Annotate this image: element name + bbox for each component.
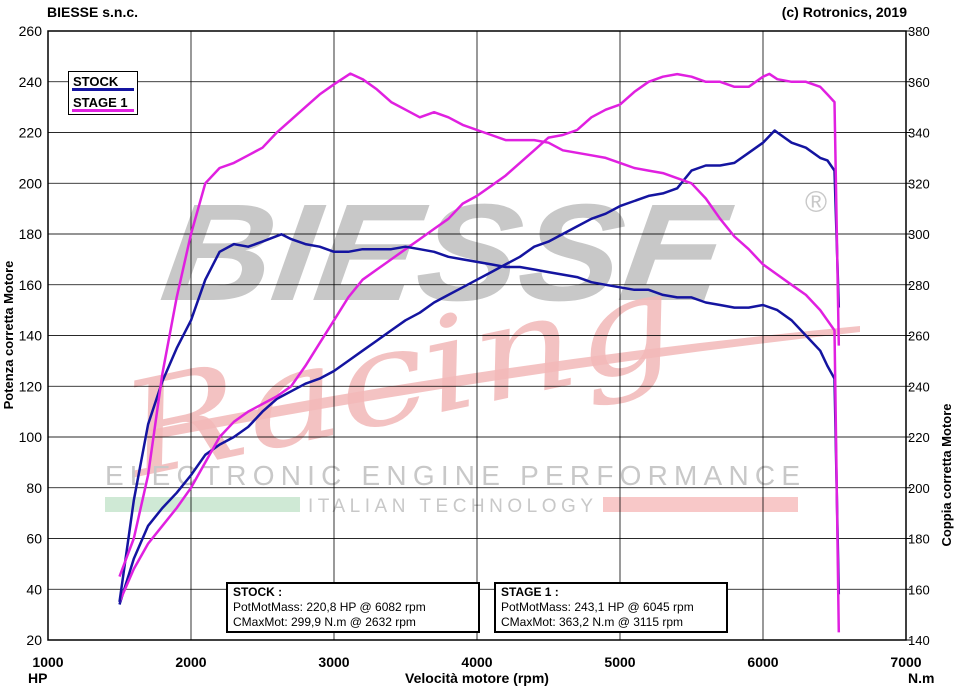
stock-summary-box: STOCK : PotMotMass: 220,8 HP @ 6082 rpm …: [226, 582, 480, 633]
y-left-tick-label-80: 80: [26, 480, 42, 496]
chart-series: [118, 72, 841, 633]
y-right-tick-label-240: 240: [908, 379, 930, 394]
y-right-tick-label-340: 340: [908, 126, 930, 141]
y-right-tick-label-160: 160: [908, 582, 930, 597]
watermark-green-bar: [105, 497, 300, 512]
x-tick-label-3000: 3000: [318, 654, 349, 670]
stock-summary-power: PotMotMass: 220,8 HP @ 6082 rpm: [233, 600, 426, 614]
y-right-tick-label-380: 380: [908, 24, 930, 39]
series-line-stock-power: [118, 129, 841, 605]
series-line-stock-torque: [118, 233, 841, 603]
stock-summary-torque: CMaxMot: 299,9 N.m @ 2632 rpm: [233, 615, 416, 629]
y-left-tick-label-120: 120: [19, 378, 43, 394]
stage1-summary-torque: CMaxMot: 363,2 N.m @ 3115 rpm: [501, 615, 684, 629]
watermark-red-bar: [603, 497, 798, 512]
legend-item-stock: STOCK: [69, 72, 137, 93]
y-right-tick-label-300: 300: [908, 227, 930, 242]
y-right-tick-label-260: 260: [908, 329, 930, 344]
y-right-tick-label-200: 200: [908, 481, 930, 496]
y-left-axis-label: Potenza corretta Motore: [1, 261, 16, 410]
legend-label-stock: STOCK: [73, 74, 119, 89]
y-right-tick-label-360: 360: [908, 75, 930, 90]
y-right-tick-label-280: 280: [908, 278, 930, 293]
legend-label-stage1: STAGE 1: [73, 95, 128, 110]
header-copyright: (c) Rotronics, 2019: [781, 4, 907, 20]
legend-item-stage1: STAGE 1: [69, 93, 137, 114]
chart-axes: 1000 2000 3000 4000 5000 6000 7000 20 40 60 80 100 1…: [19, 23, 930, 670]
stage1-summary-power: PotMotMass: 243,1 HP @ 6045 rpm: [501, 600, 694, 614]
series-line-stage1-power: [118, 72, 841, 603]
x-unit-left: HP: [28, 670, 47, 686]
legend-swatch-stage1: [72, 109, 134, 112]
header-company: BIESSE s.n.c.: [47, 4, 139, 20]
stock-summary-title: STOCK :: [233, 585, 283, 599]
x-axis-label: Velocità motore (rpm): [405, 670, 549, 686]
y-left-tick-label-200: 200: [19, 175, 43, 191]
watermark-registered-mark: ®: [805, 186, 827, 219]
watermark-line1: ELECTRONIC ENGINE PERFORMANCE: [105, 460, 800, 491]
y-left-tick-label-60: 60: [26, 531, 42, 547]
x-unit-right: N.m: [908, 670, 934, 686]
y-left-tick-label-180: 180: [19, 226, 43, 242]
x-tick-label-2000: 2000: [175, 654, 206, 670]
chart-legend: STOCK STAGE 1: [68, 71, 138, 115]
stage1-summary-box: STAGE 1 : PotMotMass: 243,1 HP @ 6045 rp…: [494, 582, 728, 633]
legend-swatch-stock: [72, 88, 134, 91]
y-left-tick-label-220: 220: [19, 125, 43, 141]
y-left-tick-label-100: 100: [19, 429, 43, 445]
biesse-racing-watermark: BIESSE ® Racing ELECTRONIC ENGINE PERFOR…: [105, 176, 860, 517]
y-left-tick-label-260: 260: [19, 23, 43, 39]
y-right-tick-label-140: 140: [908, 633, 930, 648]
y-left-tick-label-160: 160: [19, 277, 43, 293]
x-tick-label-1000: 1000: [32, 654, 63, 670]
watermark-brand: BIESSE: [154, 176, 740, 330]
x-tick-label-6000: 6000: [747, 654, 778, 670]
y-left-tick-label-240: 240: [19, 74, 43, 90]
x-tick-label-4000: 4000: [461, 654, 492, 670]
y-right-tick-label-220: 220: [908, 430, 930, 445]
y-right-tick-label-320: 320: [908, 176, 930, 191]
series-line-stage1-torque: [118, 72, 841, 633]
y-right-tick-label-180: 180: [908, 532, 930, 547]
x-tick-label-5000: 5000: [604, 654, 635, 670]
y-left-tick-label-20: 20: [26, 632, 42, 648]
watermark-line2: ITALIAN TECHNOLOGY: [308, 496, 593, 517]
y-left-tick-label-140: 140: [19, 328, 43, 344]
chart-grid: [47, 30, 907, 641]
x-tick-label-7000: 7000: [890, 654, 921, 670]
watermark-swoosh: [150, 326, 860, 438]
y-right-axis-label: Coppia corretta Motore: [939, 403, 954, 546]
y-left-tick-label-40: 40: [26, 581, 42, 597]
stage1-summary-title: STAGE 1 :: [501, 585, 559, 599]
